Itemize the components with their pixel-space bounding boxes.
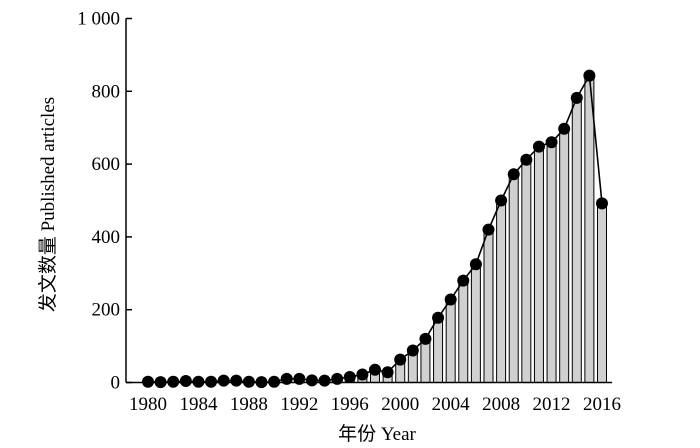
bar-2008 xyxy=(496,200,507,383)
point-1987 xyxy=(230,374,243,387)
x-tick-label-2008: 2008 xyxy=(482,394,520,415)
point-2010 xyxy=(520,153,533,166)
bar-2007 xyxy=(483,229,494,383)
point-2014 xyxy=(570,91,583,104)
x-axis-title: 年份 Year xyxy=(338,423,416,445)
point-2012 xyxy=(545,136,558,149)
point-1994 xyxy=(318,374,331,387)
point-2000 xyxy=(394,353,407,366)
axes-layer xyxy=(125,17,612,384)
bar-2003 xyxy=(433,317,444,383)
x-tick-label-1980: 1980 xyxy=(129,394,167,415)
point-2001 xyxy=(406,344,419,357)
bar-2006 xyxy=(470,263,481,384)
point-1983 xyxy=(179,375,192,388)
point-2008 xyxy=(495,194,508,207)
y-tick-label-1000: 1 000 xyxy=(77,9,120,30)
series-line xyxy=(147,73,603,383)
bar-2010 xyxy=(521,159,532,383)
x-tick-label-2000: 2000 xyxy=(381,394,419,415)
point-2002 xyxy=(419,332,432,345)
y-tick-label-800: 800 xyxy=(92,81,121,102)
bar-2002 xyxy=(420,338,431,384)
point-2003 xyxy=(432,311,445,324)
bars-layer xyxy=(143,75,607,384)
y-tick-label-600: 600 xyxy=(92,154,121,175)
x-tick-label-1992: 1992 xyxy=(280,394,318,415)
point-2006 xyxy=(469,258,482,271)
bar-2015 xyxy=(584,75,595,384)
bar-2014 xyxy=(571,97,582,383)
point-1996 xyxy=(343,371,356,384)
y-tick-label-0: 0 xyxy=(111,373,121,394)
x-tick-label-2004: 2004 xyxy=(432,394,471,415)
point-2009 xyxy=(507,168,520,181)
bar-2013 xyxy=(559,128,570,383)
point-1999 xyxy=(381,366,394,379)
bar-2004 xyxy=(445,299,456,384)
x-tick-label-1984: 1984 xyxy=(179,394,218,415)
x-tick-label-2012: 2012 xyxy=(533,394,571,415)
bar-2009 xyxy=(508,173,519,383)
bar-2016 xyxy=(597,202,607,383)
point-2013 xyxy=(558,122,571,135)
x-tick-label-1988: 1988 xyxy=(230,394,268,415)
bar-2011 xyxy=(533,146,544,383)
point-1998 xyxy=(369,363,381,376)
x-tick-label-1996: 1996 xyxy=(331,394,369,415)
bar-2012 xyxy=(546,141,557,383)
point-2016 xyxy=(596,197,608,210)
point-2011 xyxy=(532,140,545,153)
x-tick-label-2016: 2016 xyxy=(583,394,621,415)
point-1993 xyxy=(305,374,318,387)
bar-2005 xyxy=(458,280,469,383)
y-tick-label-200: 200 xyxy=(92,300,121,321)
point-2004 xyxy=(444,293,457,306)
point-1986 xyxy=(217,374,230,387)
point-2007 xyxy=(482,223,495,236)
y-tick-label-400: 400 xyxy=(92,227,121,248)
y-axis-title: 发文数量 Published articles xyxy=(37,97,59,312)
labels-layer: 0 200 400 600 800 1 000 1980 1984 1988 1992 1996 20… xyxy=(37,9,621,446)
point-2005 xyxy=(457,274,470,287)
point-2015 xyxy=(583,69,596,82)
point-1997 xyxy=(356,368,369,381)
